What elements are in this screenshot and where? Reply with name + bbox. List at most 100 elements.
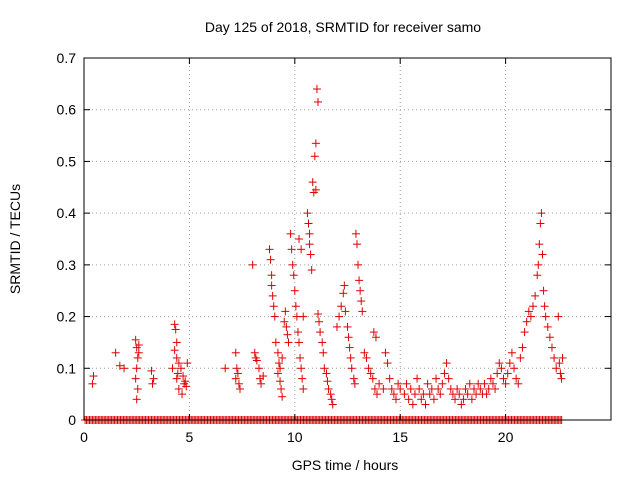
data-point (522, 317, 531, 326)
data-point (234, 379, 243, 388)
data-point (497, 364, 506, 373)
data-point (277, 384, 286, 393)
data-point (533, 271, 542, 280)
data-point (311, 185, 320, 194)
data-point (383, 359, 392, 368)
data-point (536, 219, 545, 228)
data-point (313, 309, 322, 318)
data-point (535, 240, 544, 249)
data-point (120, 364, 129, 373)
data-point (313, 97, 322, 106)
data-point (379, 384, 388, 393)
data-point (429, 395, 438, 404)
data-point (534, 260, 543, 269)
data-point (297, 245, 306, 254)
data-point (526, 312, 535, 321)
data-point (432, 374, 441, 383)
data-point (318, 338, 327, 347)
data-point (404, 395, 413, 404)
data-point (283, 330, 292, 339)
data-point (453, 384, 462, 393)
data-point (271, 338, 280, 347)
data-point (340, 281, 349, 290)
x-tick-label: 15 (392, 429, 408, 445)
data-point (368, 374, 377, 383)
plot-frame (83, 57, 612, 421)
data-point (343, 322, 352, 331)
y-tick-label: 0.1 (57, 360, 77, 376)
data-point (417, 395, 426, 404)
data-point (396, 384, 405, 393)
data-point (286, 229, 295, 238)
data-point (174, 359, 183, 368)
data-point (310, 152, 319, 161)
data-point (375, 379, 384, 388)
data-point (423, 379, 432, 388)
data-point (265, 245, 274, 254)
data-point (170, 320, 179, 329)
data-point (538, 250, 547, 259)
data-point (357, 297, 366, 306)
x-tick-label: 5 (186, 429, 194, 445)
data-point (503, 369, 512, 378)
data-point (543, 322, 552, 331)
data-point (531, 291, 540, 300)
data-point (516, 353, 525, 362)
data-point (482, 390, 491, 399)
data-point (111, 348, 120, 357)
data-point (438, 379, 447, 388)
data-point (332, 322, 341, 331)
data-point (369, 328, 378, 337)
y-tick-label: 0.7 (57, 50, 77, 66)
data-point (524, 307, 533, 316)
data-point (391, 395, 400, 404)
data-point (385, 374, 394, 383)
data-point (455, 390, 464, 399)
data-point (349, 374, 358, 383)
data-point (459, 395, 468, 404)
data-point (341, 307, 350, 316)
y-axis-label: SRMTID / TECUs (7, 184, 23, 294)
data-point (476, 384, 485, 393)
data-point (170, 346, 179, 355)
data-point (312, 85, 321, 94)
data-point (282, 322, 291, 331)
data-point (172, 338, 181, 347)
data-point (488, 379, 497, 388)
data-point (328, 400, 337, 409)
data-point (351, 229, 360, 238)
y-tick-label: 0.3 (57, 257, 77, 273)
data-point (366, 369, 375, 378)
data-point (221, 364, 230, 373)
data-point (259, 372, 268, 381)
data-point (172, 353, 181, 362)
data-point (179, 372, 188, 381)
data-point (400, 390, 409, 399)
data-point (296, 353, 305, 362)
data-point (248, 260, 257, 269)
data-point (305, 229, 314, 238)
data-points (81, 85, 567, 424)
data-point (537, 209, 546, 218)
data-point (293, 328, 302, 337)
data-point (457, 400, 466, 409)
data-point (148, 379, 157, 388)
data-point (307, 266, 316, 275)
data-point (174, 384, 183, 393)
data-point (89, 372, 98, 381)
data-point (373, 390, 382, 399)
data-point (461, 384, 470, 393)
data-point (425, 390, 434, 399)
data-point (402, 379, 411, 388)
y-tick-label: 0.4 (57, 205, 77, 221)
data-point (467, 395, 476, 404)
data-point (180, 379, 189, 388)
data-point (308, 178, 317, 187)
x-tick-label: 0 (80, 429, 88, 445)
data-point (299, 312, 308, 321)
data-point (303, 209, 312, 218)
data-point (290, 286, 299, 295)
data-point (552, 364, 561, 373)
data-point (371, 333, 380, 342)
chart-title: Day 125 of 2018, SRMTID for receiver sam… (205, 19, 481, 35)
